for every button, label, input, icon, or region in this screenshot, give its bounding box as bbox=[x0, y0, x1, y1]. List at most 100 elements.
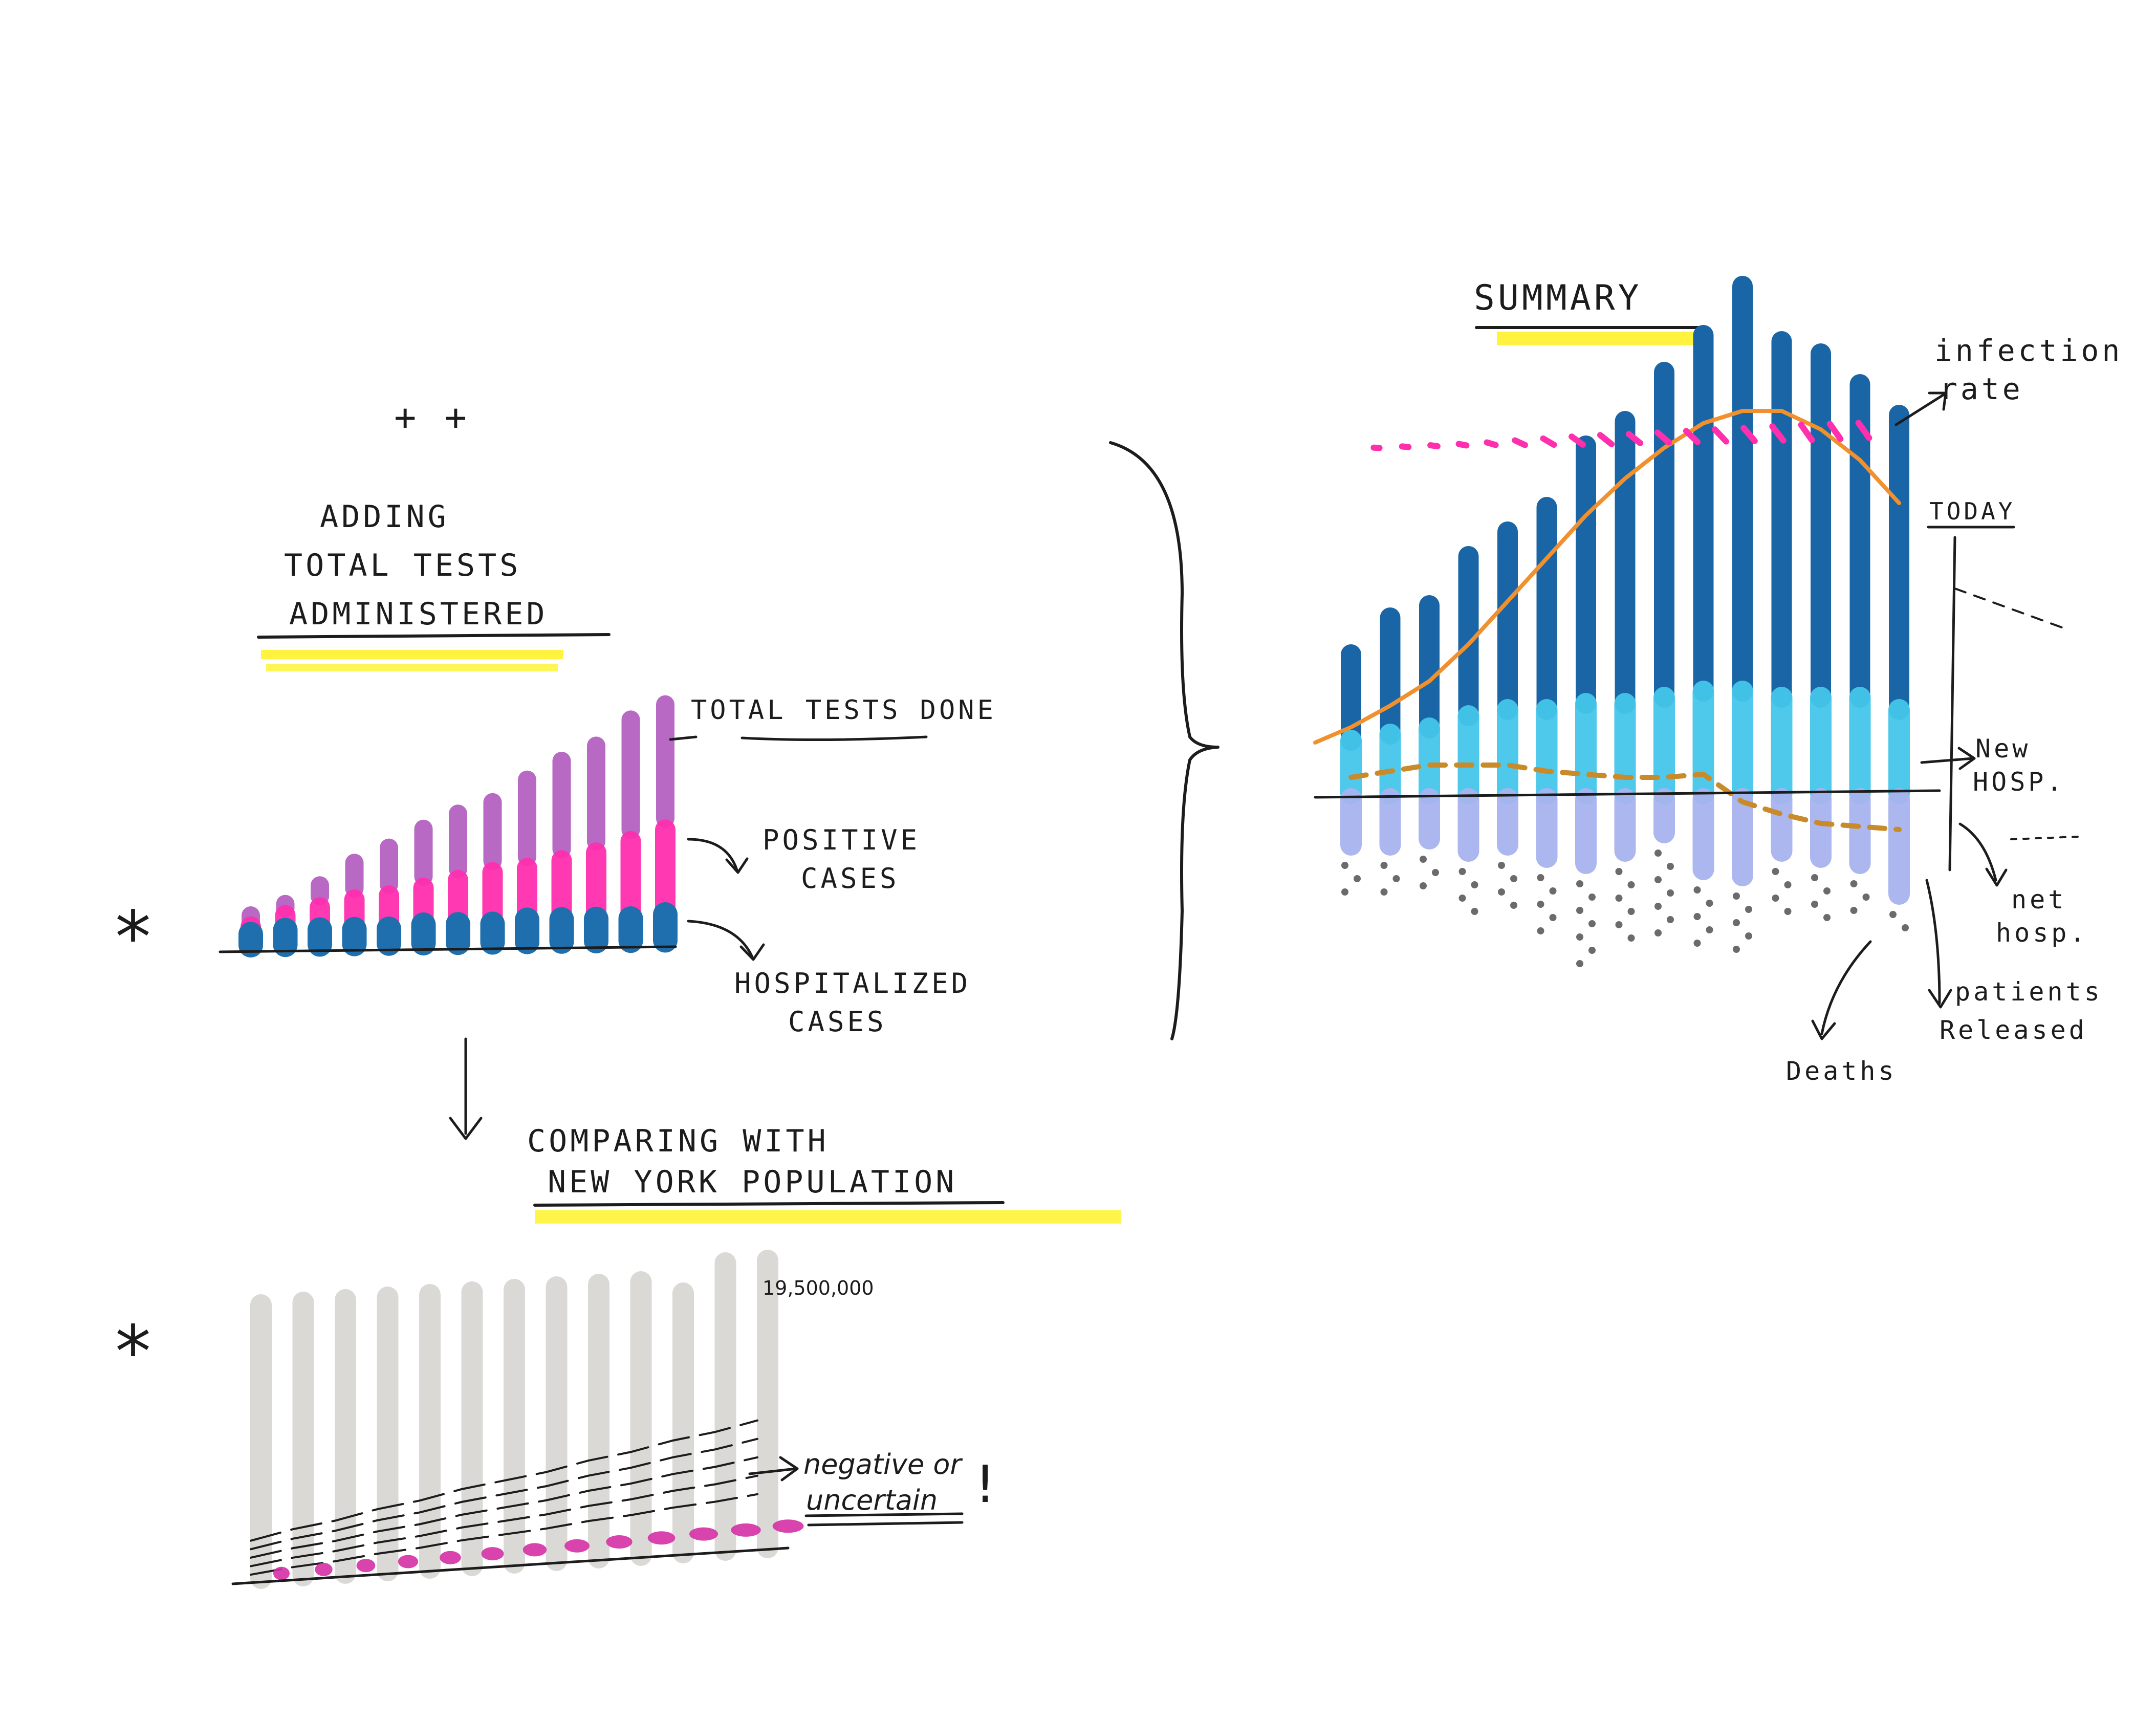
infection-rate-tick bbox=[1712, 426, 1729, 445]
trend-curve bbox=[1313, 409, 1901, 745]
death-dot bbox=[1537, 874, 1544, 881]
death-dot bbox=[1823, 914, 1831, 921]
tests-section: ADDING TOTAL TESTS ADMINISTERED TOTAL TE… bbox=[219, 499, 996, 1140]
label-positive-1: POSITIVE bbox=[763, 824, 920, 856]
positive-share-dot bbox=[440, 1551, 461, 1564]
death-dot bbox=[1588, 947, 1596, 954]
death-dot bbox=[1498, 888, 1505, 896]
death-dot bbox=[1380, 862, 1388, 869]
label-today: TODAY bbox=[1929, 497, 2015, 525]
infection-rate-tick bbox=[1798, 422, 1815, 443]
label-infection-1: infection bbox=[1934, 333, 2123, 368]
summary-section: SUMMARY TODAY infection rate New HOSP. n… bbox=[1313, 276, 2123, 1086]
tested-wave-line bbox=[250, 1456, 758, 1559]
death-dot bbox=[1627, 908, 1635, 915]
positive-share-dot bbox=[315, 1562, 333, 1576]
tests-baseline bbox=[219, 945, 677, 953]
death-dot bbox=[1510, 902, 1517, 909]
population-title-underline bbox=[533, 1201, 1005, 1207]
infection-rate-tick bbox=[1455, 441, 1470, 449]
death-dot bbox=[1862, 894, 1870, 901]
population-baseline bbox=[231, 1546, 790, 1585]
positive-share-dot bbox=[647, 1531, 676, 1545]
tests-title-underline bbox=[257, 633, 611, 639]
note-underline-2 bbox=[807, 1521, 964, 1527]
death-dot bbox=[1667, 889, 1674, 897]
infection-rate-tick bbox=[1540, 435, 1557, 448]
label-deaths: Deaths bbox=[1786, 1056, 1897, 1086]
death-dot bbox=[1667, 916, 1674, 923]
death-dot bbox=[1706, 900, 1713, 907]
tested-wave-line bbox=[250, 1419, 758, 1542]
infection-rate-tick bbox=[1625, 431, 1644, 446]
positive-share-dot bbox=[772, 1519, 804, 1533]
death-dot bbox=[1693, 940, 1701, 947]
infection-rate-tick bbox=[1512, 437, 1528, 448]
death-dot bbox=[1380, 888, 1388, 896]
death-dot bbox=[1420, 856, 1427, 863]
asterisk-marker-top: * bbox=[115, 896, 151, 979]
released-arrow bbox=[1925, 879, 1952, 1009]
death-dot bbox=[1745, 906, 1752, 913]
infection-rate-tick bbox=[1683, 428, 1701, 445]
death-dot bbox=[1576, 907, 1583, 914]
tests-title-line1: ADDING bbox=[320, 499, 449, 535]
death-dot bbox=[1733, 919, 1740, 926]
summary-title: SUMMARY bbox=[1474, 278, 1642, 318]
population-chart bbox=[250, 1250, 804, 1589]
down-arrow bbox=[449, 1037, 483, 1140]
positive-share-dot bbox=[564, 1539, 590, 1553]
death-dot bbox=[1576, 960, 1583, 967]
population-section: COMPARING WITH NEW YORK POPULATION 19,50… bbox=[231, 1123, 1121, 1589]
infection-rate-tick bbox=[1427, 442, 1441, 449]
death-dot bbox=[1654, 929, 1662, 936]
summary-chart bbox=[1313, 276, 1910, 967]
death-dot bbox=[1510, 875, 1517, 882]
death-dot bbox=[1549, 887, 1557, 895]
deaths-arrow bbox=[1811, 940, 1872, 1040]
label-net-hosp-1: net bbox=[2011, 885, 2066, 914]
positive-share-dot bbox=[356, 1559, 376, 1573]
death-dot bbox=[1772, 868, 1779, 875]
projection-lower bbox=[2010, 836, 2079, 840]
death-dot bbox=[1420, 882, 1427, 889]
positive-share-dot bbox=[689, 1527, 718, 1541]
death-dot bbox=[1745, 932, 1752, 940]
positive-share-dot bbox=[273, 1566, 290, 1580]
note-line2: uncertain bbox=[806, 1484, 938, 1516]
tests-chart bbox=[238, 695, 678, 957]
label-hosp-1: HOSPITALIZED bbox=[734, 967, 971, 999]
positive-share-dot bbox=[606, 1535, 633, 1549]
today-line bbox=[1948, 536, 1956, 872]
tested-wave-group bbox=[250, 1419, 758, 1576]
death-dot bbox=[1823, 887, 1831, 895]
net-hosp-arrow bbox=[1958, 822, 2008, 887]
tests-title-highlight-2 bbox=[266, 664, 558, 671]
label-total-tests: TOTAL TESTS DONE bbox=[691, 695, 996, 726]
death-dot bbox=[1889, 911, 1897, 918]
label-new-hosp-1: New bbox=[1975, 734, 2031, 764]
infection-arrow bbox=[1894, 391, 1947, 426]
death-dot bbox=[1341, 888, 1348, 896]
positive-share-dot bbox=[522, 1543, 547, 1557]
note-arrow bbox=[748, 1456, 799, 1482]
death-dot bbox=[1432, 869, 1439, 876]
label-hosp-2: CASES bbox=[788, 1006, 887, 1038]
death-dot bbox=[1615, 921, 1623, 928]
death-dot bbox=[1392, 875, 1400, 882]
death-dot bbox=[1784, 908, 1792, 915]
population-title-line2: NEW YORK POPULATION bbox=[548, 1164, 957, 1200]
death-dot bbox=[1667, 863, 1674, 870]
tested-wave-line bbox=[250, 1474, 758, 1567]
plus-marks: + + bbox=[394, 396, 470, 439]
death-dot bbox=[1693, 886, 1701, 894]
population-value-label: 19,500,000 bbox=[763, 1277, 874, 1299]
tests-title-line3: ADMINISTERED bbox=[289, 596, 548, 632]
note-line1: negative or bbox=[803, 1448, 963, 1480]
curly-brace bbox=[1109, 441, 1219, 1040]
tested-wave-line bbox=[250, 1437, 758, 1551]
label-infection-2: rate bbox=[1940, 372, 2023, 406]
death-dot bbox=[1733, 892, 1740, 900]
death-dot bbox=[1615, 895, 1623, 902]
new-hosp-arrow bbox=[1920, 747, 1976, 770]
